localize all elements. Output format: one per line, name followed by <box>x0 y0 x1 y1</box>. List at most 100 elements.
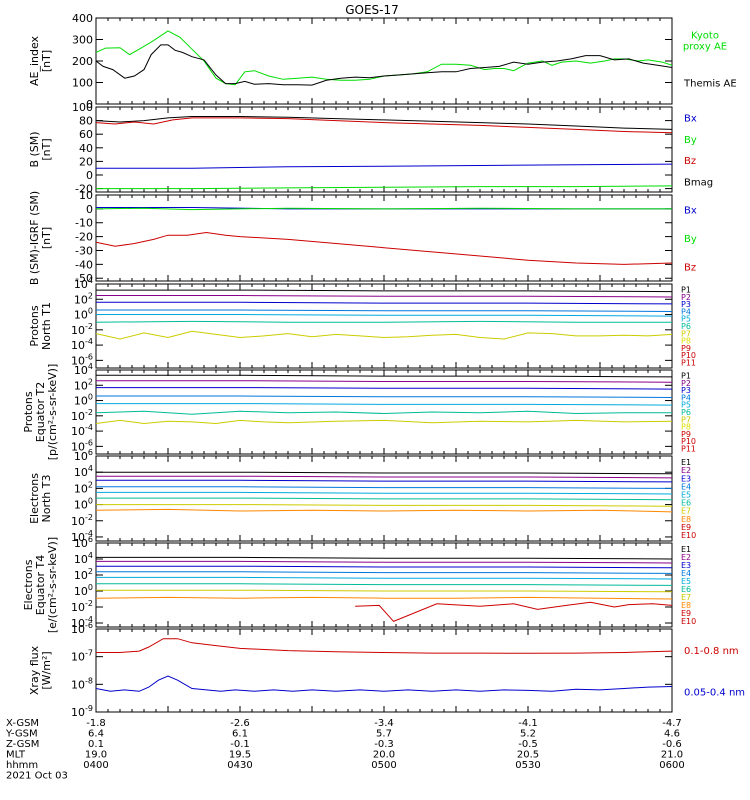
y-tick-label: -40 <box>75 258 93 271</box>
legend-label: By <box>684 135 697 146</box>
y-tick-label: 10 <box>79 189 93 202</box>
x-axis-row-label: Z-GSM <box>6 739 39 750</box>
legend-label: P8 <box>681 423 691 432</box>
series-line-4 <box>96 571 672 574</box>
series-line-1 <box>96 116 672 130</box>
y-tick-label: -20 <box>75 231 93 244</box>
y-tick-label: 106 <box>74 448 93 463</box>
legend-label: Bz <box>684 263 696 274</box>
y-tick-label: 10-2 <box>71 599 93 614</box>
y-tick-label: 20 <box>79 155 93 168</box>
y-tick-label: 0 <box>86 98 93 111</box>
series-line-4 <box>96 486 672 489</box>
legend-label: Kyoto proxy AE <box>683 31 727 53</box>
series-line-1 <box>96 289 672 293</box>
y-axis-title: B (SM)-IGRF (SM)[nT] <box>28 191 53 285</box>
legend-label: P2 <box>681 293 691 302</box>
legend-label: P7 <box>681 329 691 338</box>
y-tick-label: 10-7 <box>71 649 93 664</box>
legend-label: P3 <box>681 300 691 309</box>
series-line-2 <box>96 295 672 298</box>
y-tick-label: 10-4 <box>71 615 93 630</box>
x-axis-row-label: MLT <box>6 750 26 761</box>
series-line-2 <box>96 675 672 692</box>
legend-label: P6 <box>681 322 691 331</box>
y-tick-label: 100 <box>72 101 93 114</box>
x-axis-value: 20.5 <box>517 750 539 761</box>
y-tick-label: 10-6 <box>71 352 93 367</box>
x-axis-table: X-GSM -1.8 -2.6 -3.4 -4.1 -4.7 Y-GSM 6.4 6.1 5.7 5… <box>5 718 685 782</box>
x-axis-value: -4.7 <box>662 718 682 729</box>
x-axis-value: 0600 <box>659 760 684 771</box>
legend-label: E3 <box>681 474 691 483</box>
legend-label: E7 <box>681 593 691 602</box>
x-axis-value: 21.0 <box>661 750 683 761</box>
y-tick-label: 10-2 <box>71 322 93 337</box>
x-axis-value: 19.5 <box>229 750 251 761</box>
y-tick-label: 100 <box>72 77 93 90</box>
y-tick-label: -50 <box>75 272 93 285</box>
y-axis-title: B (SM)[nT] <box>28 131 53 167</box>
series-line-1 <box>96 30 672 86</box>
y-axis-title: AE_index[nT] <box>28 35 53 86</box>
legend-label: P1 <box>681 372 691 381</box>
y-tick-label: 200 <box>72 55 93 68</box>
legend-label: P8 <box>681 337 691 346</box>
series-line-3 <box>96 387 672 390</box>
y-tick-label: 10-2 <box>71 513 93 528</box>
y-tick-label: 40 <box>79 142 93 155</box>
date-label: 2021 Oct 03 <box>6 771 68 782</box>
legend-label: E9 <box>681 609 691 618</box>
x-axis-value: 0430 <box>227 760 252 771</box>
legend-label: P9 <box>681 344 691 353</box>
y-tick-label: 10-6 <box>71 621 93 636</box>
y-axis-title: ProtonsEquator T2[p/(cm²-s-sr-keV)] <box>22 364 59 461</box>
series-line-7 <box>96 589 672 593</box>
y-tick-label: 300 <box>72 34 93 47</box>
y-tick-label: 10-2 <box>71 408 93 423</box>
series-line-7 <box>96 419 672 425</box>
series-line-4 <box>96 309 672 312</box>
y-axis-title: ElectronsEquator T4[e/(cm²-s-sr-keV)] <box>22 537 59 633</box>
legend-label: P6 <box>681 408 691 417</box>
legend-label: E3 <box>681 561 691 570</box>
series-line-3 <box>96 231 672 265</box>
x-axis-value: 5.2 <box>520 729 536 740</box>
legend-label: P10 <box>681 351 696 360</box>
x-axis-value: -1.8 <box>86 718 106 729</box>
legend-label: E2 <box>681 553 691 562</box>
series-line-2 <box>96 560 672 564</box>
series-line-1 <box>96 556 672 560</box>
y-tick-label: 10-4 <box>71 529 93 544</box>
legend-label: E9 <box>681 523 691 532</box>
x-axis-value: 0.1 <box>88 739 104 750</box>
legend-label: P3 <box>681 386 691 395</box>
y-tick-label: 104 <box>74 362 93 377</box>
y-tick-label: 100 <box>74 497 93 512</box>
y-tick-label: 104 <box>74 464 93 479</box>
series-line-1 <box>96 638 672 654</box>
y-tick-label: 102 <box>74 480 93 495</box>
legend-label: P10 <box>681 437 696 446</box>
x-axis-row-label: X-GSM <box>6 718 39 729</box>
y-tick-label: 10-6 <box>71 438 93 453</box>
legend-label: E6 <box>681 585 691 594</box>
y-tick-label: 0 <box>86 203 93 216</box>
x-axis-value: 19.0 <box>85 750 107 761</box>
x-axis-value: -0.5 <box>518 739 538 750</box>
plot-title: GOES-17 <box>345 3 399 17</box>
x-axis-value: 6.1 <box>232 729 248 740</box>
x-axis-value: 0400 <box>83 760 108 771</box>
y-tick-label: 80 <box>79 115 93 128</box>
legend-label: E10 <box>681 617 696 626</box>
legend-label: Bx <box>684 205 697 216</box>
x-axis-value: -4.1 <box>518 718 538 729</box>
panel-frame <box>95 369 673 455</box>
x-axis-value: -0.1 <box>230 739 250 750</box>
x-axis-value: -0.6 <box>662 739 682 750</box>
series-line-2 <box>96 117 672 134</box>
panel-frame <box>95 628 673 713</box>
